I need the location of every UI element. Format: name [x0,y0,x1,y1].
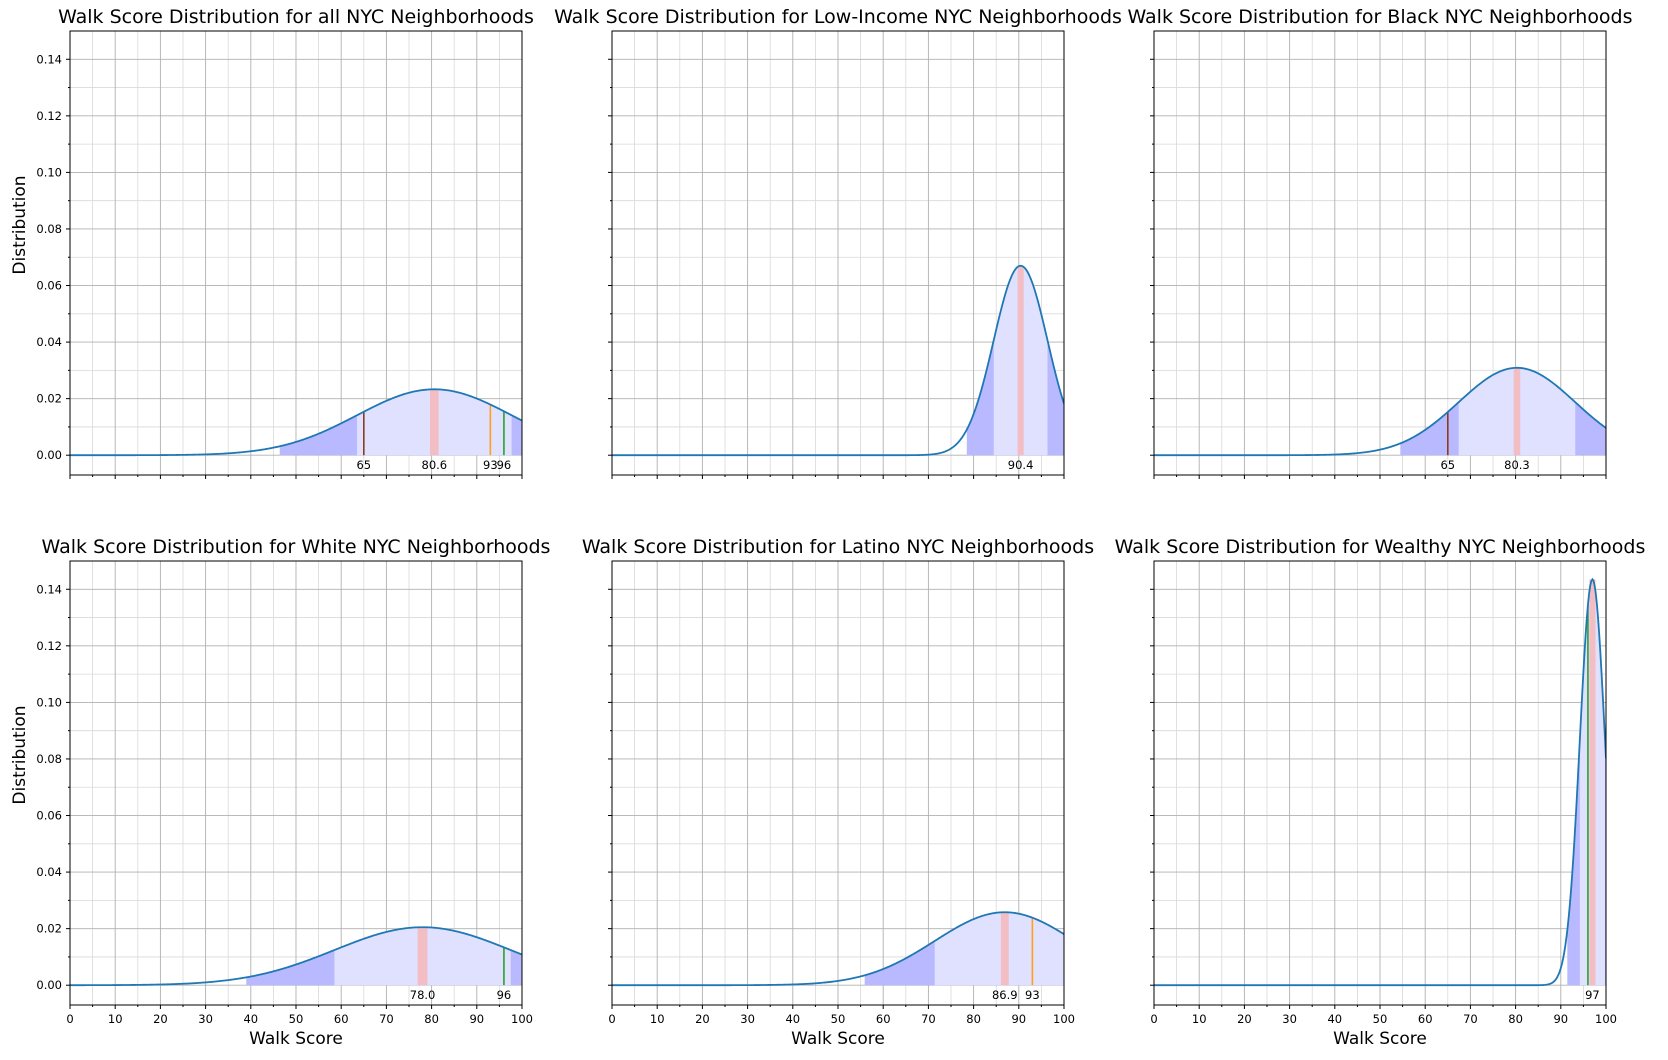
y-tick-label: 0.10 [36,165,62,179]
x-tick-label: 30 [740,1012,755,1026]
marker-label: 96 [497,988,512,1002]
y-tick-label: 0.12 [36,639,62,653]
x-tick-label: 70 [1463,1012,1478,1026]
y-tick-label: 0.08 [36,222,62,236]
x-tick-label: 20 [1237,1012,1252,1026]
density-curve [1154,577,1606,987]
mean-label: 97 [1585,988,1600,1002]
y-tick-label: 0.08 [36,752,62,766]
plot-area [70,388,522,457]
plot-area [612,911,1064,987]
mean-band [417,927,428,986]
x-tick-label: 0 [66,1012,73,1026]
mean-label: 90.4 [1008,458,1034,472]
y-tick-label: 0.04 [36,865,62,879]
subplot-5: 86.9 93 0 10 20 30 40 50 60 70 80 90 100 Walk Score D… [582,536,1094,1049]
y-tick-label: 0.00 [36,978,62,992]
x-axis-label: Walk Score [1333,1029,1427,1049]
x-tick-label: 90 [1011,1012,1026,1026]
density-curve [70,926,522,987]
x-tick-label: 20 [153,1012,168,1026]
x-tick-label: 50 [289,1012,304,1026]
subplot-4: 78.0 96 0.00 0.02 0.04 0.06 0.08 0.10 0.12 0.14 0 1… [10,536,550,1049]
subplot-title: Walk Score Distribution for White NYC Ne… [42,536,551,558]
x-axis-label: Walk Score [249,1029,343,1049]
x-tick-label: 100 [1053,1012,1075,1026]
plot-area [1154,577,1606,987]
x-tick-label: 60 [876,1012,891,1026]
mean-band [1513,367,1521,456]
y-tick-label: 0.06 [36,809,62,823]
x-tick-label: 60 [1418,1012,1433,1026]
mean-label: 80.6 [422,458,448,472]
subplot-2: 90.4 Walk Score Distribution for Low-Inco… [554,6,1122,479]
x-tick-label: 0 [608,1012,615,1026]
mean-band [430,389,439,456]
mean-band [1000,912,1009,986]
x-tick-label: 60 [334,1012,349,1026]
plot-area [612,264,1064,457]
subplot-3: 80.3 65 Walk Score Distribution for Black … [1127,6,1633,479]
x-tick-label: 80 [966,1012,981,1026]
y-tick-label: 0.12 [36,109,62,123]
x-tick-label: 50 [831,1012,846,1026]
density-curve [1154,366,1606,457]
x-tick-label: 80 [1508,1012,1523,1026]
marker-label: 93 [483,458,498,472]
y-axis-label: Distribution [10,705,30,804]
density-curve [70,388,522,457]
x-tick-label: 40 [785,1012,800,1026]
x-tick-label: 80 [424,1012,439,1026]
x-tick-label: 30 [198,1012,213,1026]
mean-label: 78.0 [410,988,436,1002]
subplot-title: Walk Score Distribution for Wealthy NYC … [1115,536,1646,558]
x-tick-label: 20 [695,1012,710,1026]
plot-area [1154,366,1606,457]
x-tick-label: 10 [1192,1012,1207,1026]
plot-area [70,926,522,987]
mean-band [1589,579,1596,986]
x-tick-label: 0 [1150,1012,1157,1026]
y-tick-label: 0.06 [36,279,62,293]
x-tick-label: 10 [650,1012,665,1026]
marker-label: 93 [1025,988,1040,1002]
y-tick-label: 0.04 [36,335,62,349]
x-tick-label: 30 [1282,1012,1297,1026]
x-tick-label: 100 [511,1012,533,1026]
x-tick-label: 100 [1595,1012,1617,1026]
marker-label: 65 [356,458,371,472]
x-tick-label: 90 [1553,1012,1568,1026]
x-tick-label: 70 [921,1012,936,1026]
subplot-title: Walk Score Distribution for Low-Income N… [554,6,1122,28]
x-tick-label: 10 [108,1012,123,1026]
subplot-title: Walk Score Distribution for Latino NYC N… [582,536,1094,558]
subplot-6: 97 0 10 20 30 40 50 60 70 80 90 100 Walk Score Distr… [1115,536,1646,1049]
subplot-title: Walk Score Distribution for all NYC Neig… [58,6,534,28]
mean-band [1017,265,1024,456]
subplot-title: Walk Score Distribution for Black NYC Ne… [1127,6,1632,28]
x-tick-label: 50 [1373,1012,1388,1026]
density-curve [612,264,1064,457]
y-tick-label: 0.14 [36,52,62,66]
marker-label: 96 [497,458,512,472]
x-tick-label: 40 [1327,1012,1342,1026]
y-tick-label: 0.02 [36,922,62,936]
mean-label: 80.3 [1504,458,1530,472]
y-tick-label: 0.10 [36,695,62,709]
y-tick-label: 0.00 [36,448,62,462]
x-tick-label: 90 [469,1012,484,1026]
x-axis-label: Walk Score [791,1029,885,1049]
y-tick-label: 0.02 [36,392,62,406]
y-axis-label: Distribution [10,175,30,274]
marker-label: 65 [1440,458,1455,472]
x-tick-label: 70 [379,1012,394,1026]
y-tick-label: 0.14 [36,582,62,596]
mean-label: 86.9 [992,988,1018,1002]
density-curve [612,911,1064,987]
x-tick-label: 40 [243,1012,258,1026]
